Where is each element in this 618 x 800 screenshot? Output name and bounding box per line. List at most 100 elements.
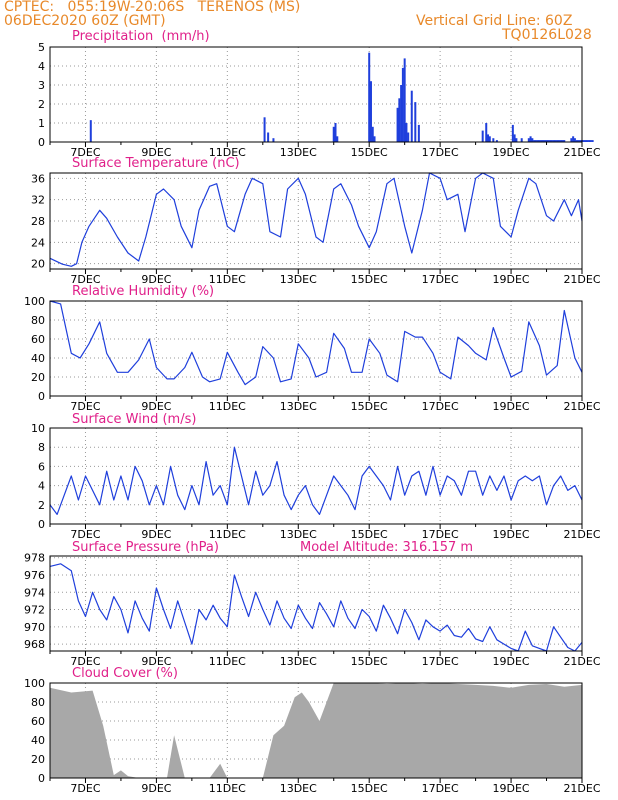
wind-x-tick-label: 11DEC	[209, 528, 246, 541]
precipitation-bar	[520, 138, 523, 142]
wind-y-tick-label: 6	[38, 460, 45, 473]
wind-y-tick-label: 0	[38, 518, 45, 531]
wind-x-tick-label: 13DEC	[280, 528, 317, 541]
temperature-x-tick-label: 13DEC	[280, 273, 317, 286]
precipitation-y-tick-label: 3	[38, 79, 45, 92]
cloud-cover-x-tick-label: 13DEC	[280, 782, 317, 795]
precipitation-bar	[272, 138, 275, 142]
precipitation-bar	[414, 102, 417, 142]
precipitation-bar	[543, 140, 546, 142]
precipitation-bar	[417, 124, 420, 142]
precipitation-bar	[336, 136, 339, 142]
precipitation-bar	[579, 140, 582, 142]
precipitation-bar	[495, 140, 498, 142]
pressure-y-tick-label: 976	[24, 569, 45, 582]
pressure-y-tick-label: 974	[24, 586, 45, 599]
precipitation-x-tick-label: 19DEC	[493, 146, 530, 159]
pressure-x-tick-label: 9DEC	[141, 655, 171, 668]
header-location: CPTEC: 055:19W-20:06S TERENOS (MS)	[4, 0, 301, 15]
temperature-x-tick-label: 9DEC	[141, 273, 171, 286]
wind-y-tick-label: 4	[38, 480, 45, 493]
humidity-series-line	[49, 300, 583, 386]
precipitation-bar	[533, 140, 536, 142]
precipitation-bar	[549, 140, 552, 142]
precipitation-bar	[545, 140, 548, 142]
wind-x-tick-label: 21DEC	[563, 528, 600, 541]
precipitation-frame	[49, 46, 583, 143]
pressure-x-tick-label: 19DEC	[493, 655, 530, 668]
panel-title-wind: Surface Wind (m/s)	[72, 412, 197, 427]
humidity-y-tick-label: 60	[31, 333, 45, 346]
header-grid-note: Vertical Grid Line: 60Z	[416, 13, 573, 29]
precipitation-x-tick-label: 11DEC	[209, 146, 246, 159]
precipitation-bar	[485, 123, 488, 142]
cloud-cover-x-tick-label: 7DEC	[70, 782, 100, 795]
precipitation-bar	[547, 140, 550, 142]
panel-title-cloud-cover: Cloud Cover (%)	[72, 666, 178, 681]
precipitation-y-tick-label: 0	[38, 136, 45, 149]
temperature-x-tick-label: 15DEC	[351, 273, 388, 286]
precipitation-bar	[492, 138, 495, 142]
precipitation-bar	[373, 136, 376, 142]
temperature-x-tick-label: 7DEC	[70, 273, 100, 286]
cloud-cover-x-tick-label: 15DEC	[351, 782, 388, 795]
precipitation-x-tick-label: 15DEC	[351, 146, 388, 159]
precipitation-bar	[554, 140, 557, 142]
pressure-x-tick-label: 13DEC	[280, 655, 317, 668]
cloud-cover-y-tick-label: 60	[31, 715, 45, 728]
precipitation-y-tick-label: 2	[38, 98, 45, 111]
precipitation-bar	[263, 117, 266, 142]
precipitation-y-tick-label: 4	[38, 60, 45, 73]
temperature-x-tick-label: 17DEC	[422, 273, 459, 286]
wind-x-tick-label: 9DEC	[141, 528, 171, 541]
temperature-x-tick-label: 19DEC	[493, 273, 530, 286]
header-model-code: TQ0126L028	[502, 27, 592, 43]
precipitation-bar	[405, 123, 408, 142]
precipitation-bar	[410, 90, 413, 142]
temperature-y-tick-label: 32	[31, 194, 45, 207]
precipitation-bar	[267, 132, 270, 142]
wind-series-line	[49, 446, 583, 515]
humidity-frame	[49, 300, 583, 397]
humidity-y-tick-label: 80	[31, 314, 45, 327]
cloud-cover-x-tick-label: 11DEC	[209, 782, 246, 795]
precipitation-bar	[369, 81, 372, 142]
pressure-x-tick-label: 15DEC	[351, 655, 388, 668]
humidity-y-tick-label: 20	[31, 371, 45, 384]
precipitation-x-tick-label: 21DEC	[563, 146, 600, 159]
panel-title-temperature: Surface Temperature (nC)	[72, 156, 240, 171]
precipitation-bar	[573, 138, 576, 142]
precipitation-bar	[488, 136, 491, 142]
precipitation-bar	[534, 140, 537, 142]
precipitation-bar	[396, 107, 399, 142]
humidity-x-tick-label: 9DEC	[141, 400, 171, 413]
precipitation-bar	[540, 140, 543, 142]
temperature-x-tick-label: 21DEC	[563, 273, 600, 286]
precipitation-bar	[371, 126, 374, 142]
wind-x-tick-label: 7DEC	[70, 528, 100, 541]
wind-x-tick-label: 17DEC	[422, 528, 459, 541]
pressure-y-tick-label: 970	[24, 621, 45, 634]
precipitation-bar	[487, 134, 490, 142]
precipitation-bar	[559, 140, 562, 142]
humidity-x-tick-label: 13DEC	[280, 400, 317, 413]
precipitation-x-tick-label: 7DEC	[70, 146, 100, 159]
temperature-y-tick-label: 20	[31, 258, 45, 271]
cloud-cover-y-tick-label: 20	[31, 753, 45, 766]
pressure-y-tick-label: 972	[24, 604, 45, 617]
precipitation-bar	[572, 136, 575, 142]
temperature-y-tick-label: 36	[31, 172, 45, 185]
humidity-x-tick-label: 17DEC	[422, 400, 459, 413]
pressure-series-line	[49, 563, 583, 652]
cloud-cover-y-tick-label: 40	[31, 734, 45, 747]
pressure-x-tick-label: 21DEC	[563, 655, 600, 668]
precipitation-bar	[557, 140, 560, 142]
cloud-cover-x-tick-label: 9DEC	[141, 782, 171, 795]
precipitation-x-tick-label: 9DEC	[141, 146, 171, 159]
precipitation-bar	[529, 136, 532, 142]
precipitation-bar	[575, 140, 578, 142]
panel-title-precipitation: Precipitation (mm/h)	[72, 29, 210, 44]
humidity-x-tick-label: 7DEC	[70, 400, 100, 413]
precipitation-bar	[550, 140, 553, 142]
temperature-frame	[49, 172, 583, 270]
